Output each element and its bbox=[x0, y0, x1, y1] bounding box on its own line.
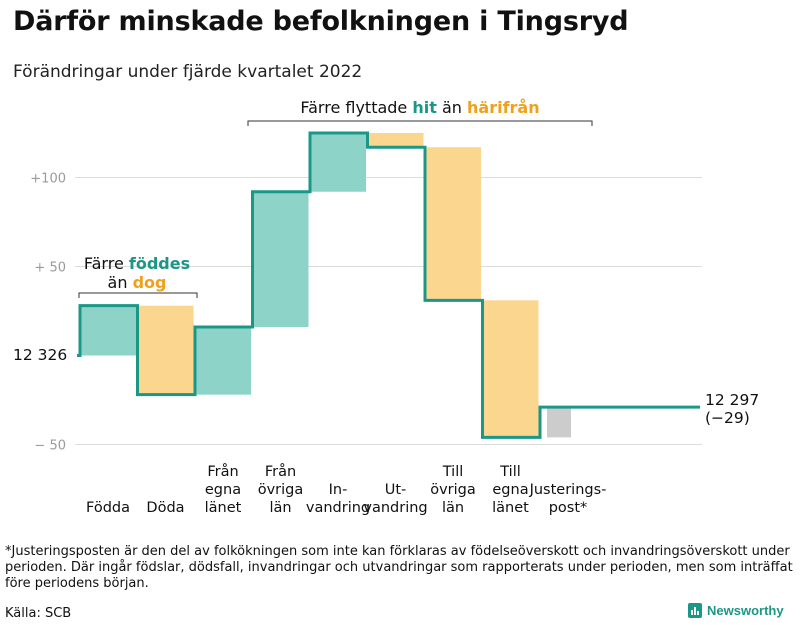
annotation-births-bracket bbox=[78, 292, 198, 298]
category-label-2-0: Från bbox=[207, 463, 238, 480]
bar-7 bbox=[482, 300, 539, 438]
category-label-6-0: Till bbox=[442, 464, 464, 480]
bar-6 bbox=[425, 147, 481, 301]
category-label-4-1: vandring bbox=[306, 500, 370, 516]
bar-3 bbox=[252, 191, 309, 328]
bar-1 bbox=[137, 305, 194, 395]
category-label-2-1: egna bbox=[205, 482, 241, 498]
running-total-line bbox=[77, 131, 700, 439]
chart-title: Därför minskade befolkningen i Tingsryd bbox=[13, 6, 629, 37]
category-label-1-0: Döda bbox=[146, 500, 184, 516]
category-label-0-0: Födda bbox=[86, 500, 130, 516]
brand-logo: Newsworthy bbox=[688, 603, 784, 618]
category-label-3-2: län bbox=[269, 500, 291, 516]
bar-8 bbox=[547, 407, 571, 438]
category-label-7-1: egna bbox=[492, 482, 528, 498]
y-tick-label-1: + 50 bbox=[34, 261, 66, 276]
category-label-8-0: Justerings- bbox=[529, 482, 607, 498]
category-label-2-2: länet bbox=[205, 500, 242, 516]
annotation-migration-bracket bbox=[247, 120, 593, 126]
bar-0 bbox=[80, 305, 136, 356]
bar-2 bbox=[195, 327, 251, 395]
category-label-3-1: övriga bbox=[258, 482, 304, 498]
start-value-label: 12 326 bbox=[13, 346, 67, 364]
category-label-5-0: Ut- bbox=[385, 482, 407, 498]
category-label-5-1: vandring bbox=[363, 500, 427, 516]
annotation-births-line1: Färre föddes bbox=[84, 254, 190, 273]
y-axis-ticks: +100 + 50 − 50 bbox=[30, 172, 66, 454]
annotation-births-line2: än dog bbox=[108, 273, 167, 292]
category-label-4-0: In- bbox=[329, 482, 348, 498]
category-labels: Födda Döda Från egna länet Från övriga län In-va… bbox=[86, 463, 606, 516]
bars bbox=[80, 133, 571, 438]
waterfall-chart: +100 + 50 − 50 Födda Döda Från egna länet Från ö… bbox=[13, 98, 759, 516]
category-label-8-1: post* bbox=[549, 500, 588, 516]
annotation-births: Färre föddes än dog bbox=[78, 254, 198, 298]
y-tick-label-0: +100 bbox=[30, 172, 66, 187]
source: Källa: SCB bbox=[5, 606, 72, 621]
category-label-6-1: övriga bbox=[430, 482, 476, 498]
y-tick-label-2: − 50 bbox=[34, 439, 66, 454]
category-label-7-2: länet bbox=[492, 500, 529, 516]
category-label-3-0: Från bbox=[265, 463, 296, 480]
annotation-migration: Färre flyttade hit än härifrån bbox=[247, 98, 593, 126]
annotation-migration-text: Färre flyttade hit än härifrån bbox=[300, 98, 539, 117]
category-label-7-0: Till bbox=[499, 464, 521, 480]
bar-4 bbox=[310, 133, 366, 192]
gridlines bbox=[75, 177, 702, 445]
brand-name: Newsworthy bbox=[707, 603, 784, 618]
chart-subtitle: Förändringar under fjärde kvartalet 2022 bbox=[13, 62, 363, 82]
end-value-label: 12 297 bbox=[705, 391, 759, 409]
newsworthy-logo-icon bbox=[688, 603, 702, 618]
footnote: *Justeringsposten är den del av folkökni… bbox=[5, 544, 793, 591]
category-label-6-2: län bbox=[442, 500, 464, 516]
end-change-label: (−29) bbox=[705, 409, 750, 427]
bar-5 bbox=[367, 133, 424, 148]
